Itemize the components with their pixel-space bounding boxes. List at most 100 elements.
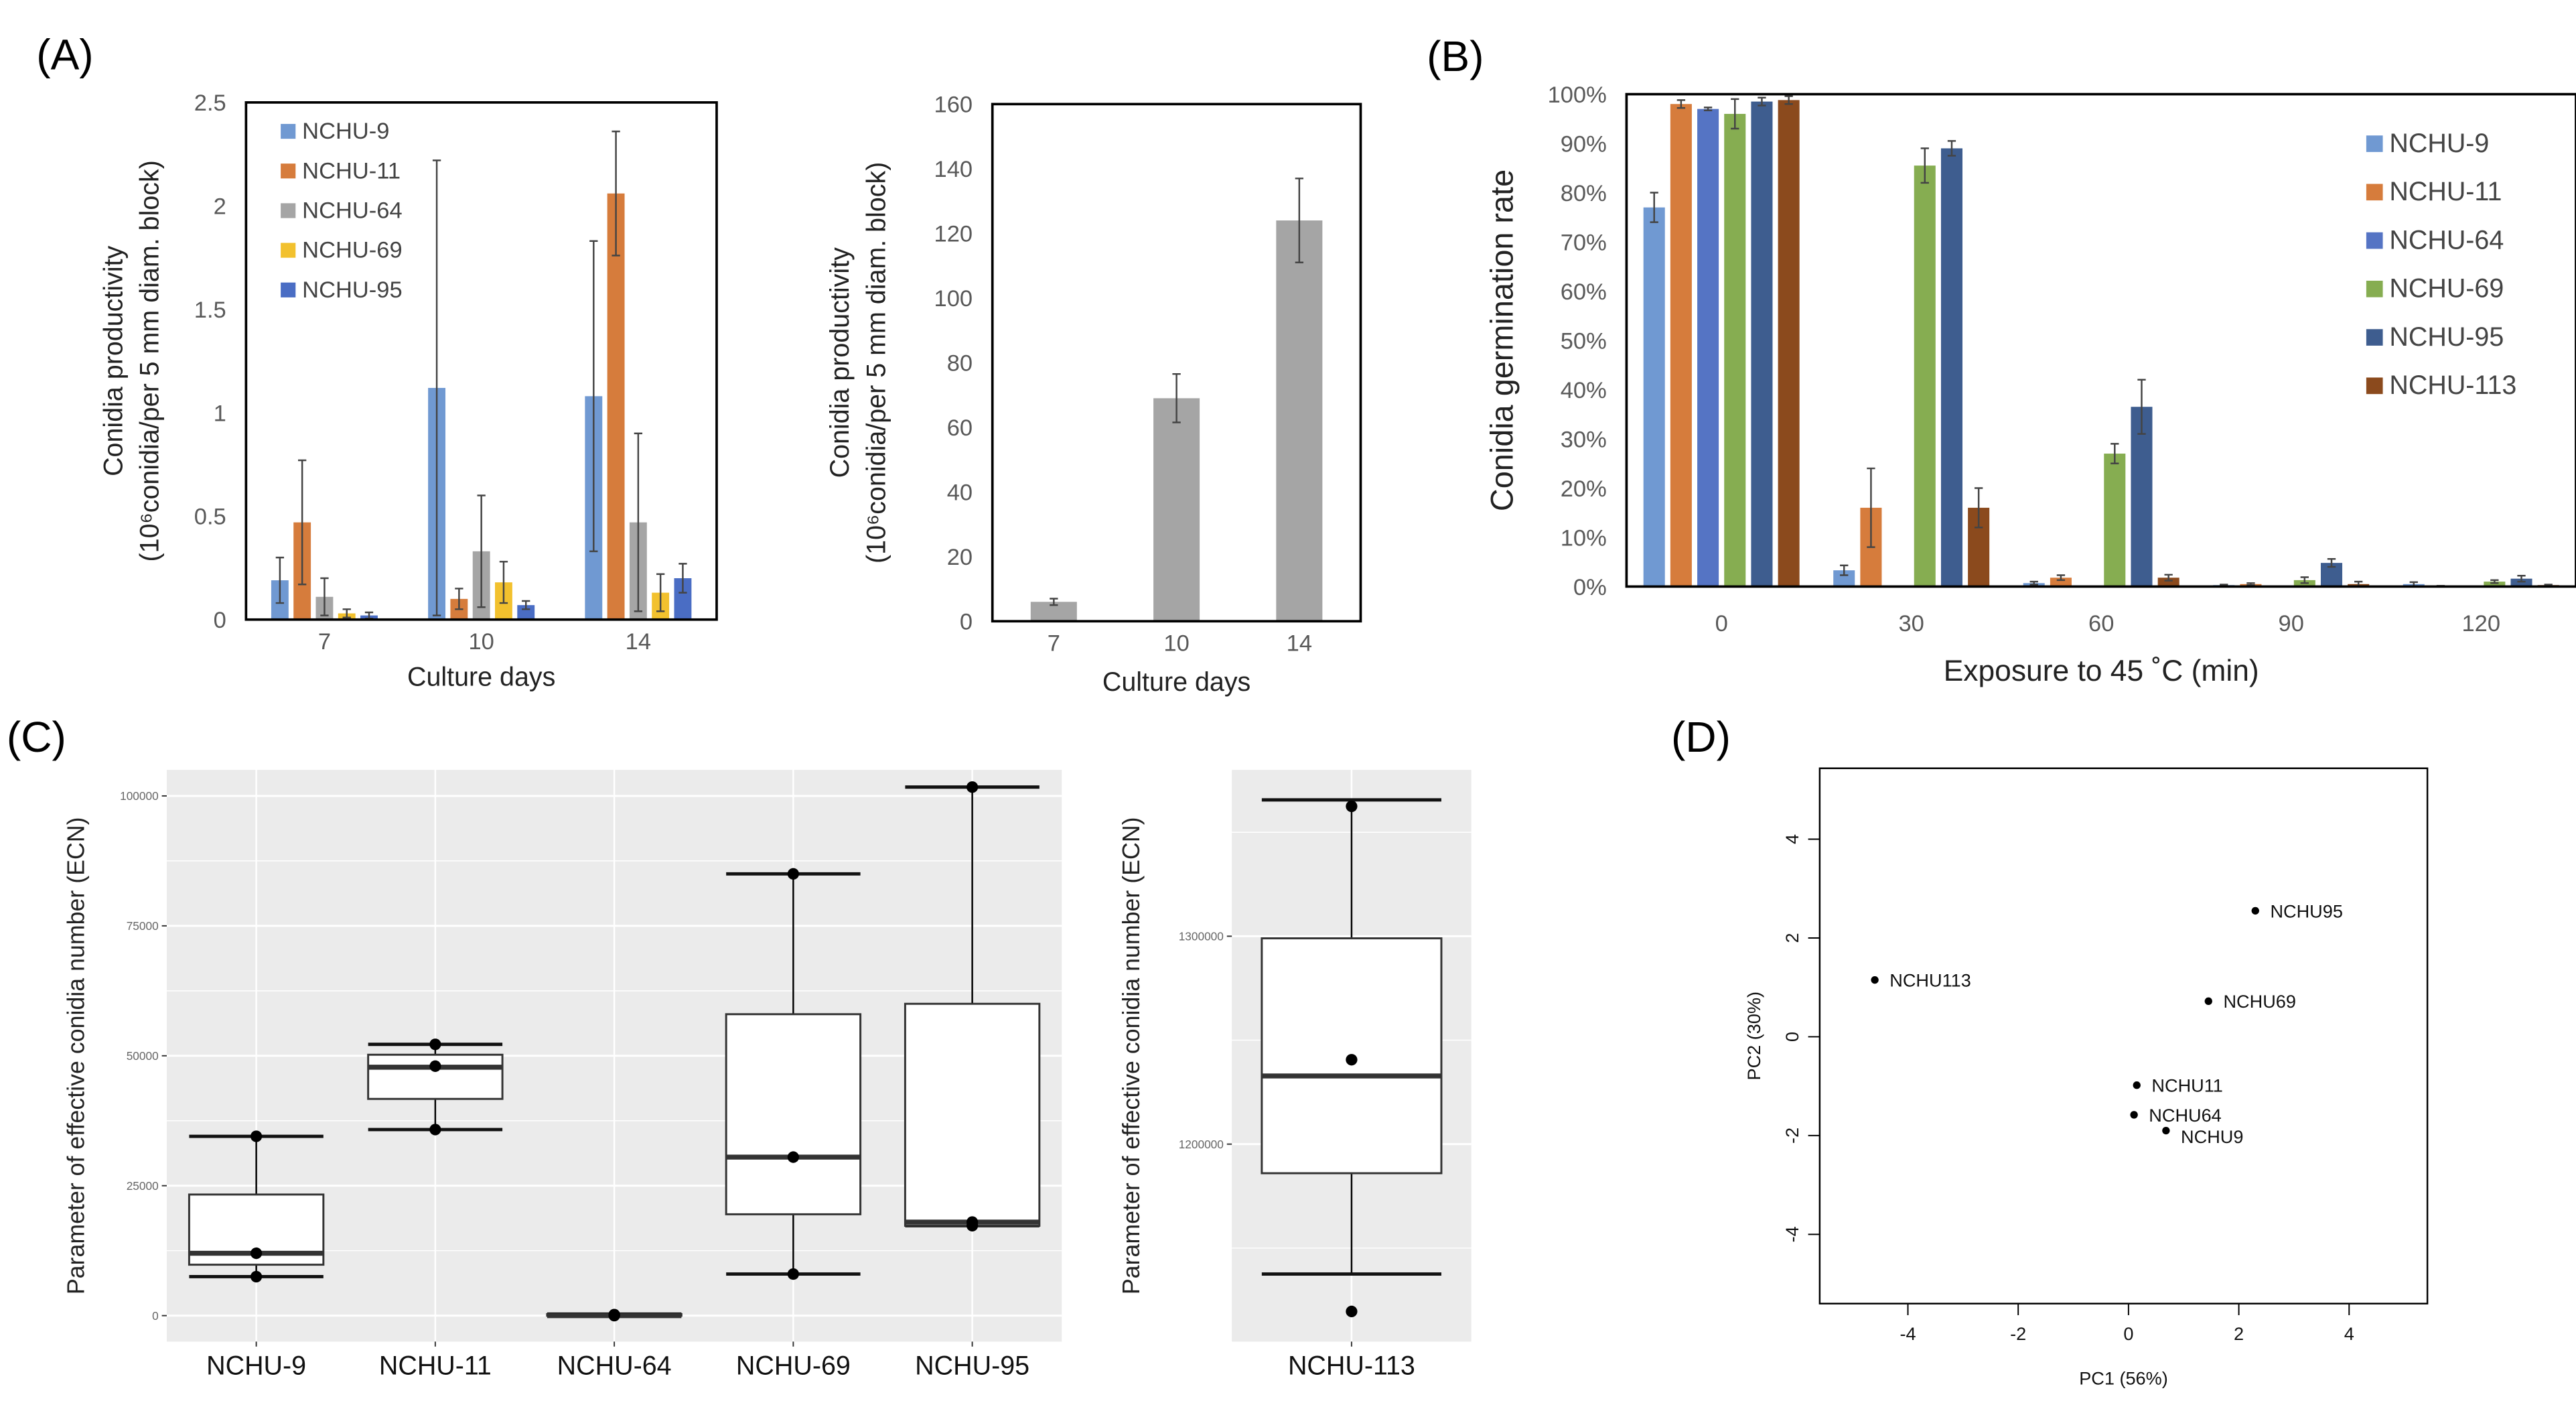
y-tick-label: 0 bbox=[152, 1309, 159, 1323]
bar-NCHU-69-30 bbox=[1914, 165, 1936, 587]
y-tick-label: 100 bbox=[934, 286, 973, 312]
x-tick-label: 4 bbox=[2344, 1323, 2354, 1344]
y-tick-label: 1.5 bbox=[194, 297, 226, 323]
legend-label: NCHU-11 bbox=[2389, 177, 2502, 206]
error-bar bbox=[1650, 192, 1658, 223]
x-tick-label: NCHU-9 bbox=[206, 1351, 306, 1381]
error-bar bbox=[1676, 99, 1686, 109]
bar-NCHU-95-30 bbox=[1940, 148, 1962, 587]
legend-label: NCHU-64 bbox=[302, 198, 403, 224]
x-tick-label: NCHU-11 bbox=[379, 1351, 492, 1381]
legend-label: NCHU-69 bbox=[302, 238, 403, 263]
error-bar bbox=[2327, 558, 2336, 568]
error-bar bbox=[522, 600, 530, 610]
data-point bbox=[966, 1216, 979, 1228]
legend-swatch-NCHU-95 bbox=[2366, 329, 2383, 346]
chart-A2: 0 20 40 60 80 100 120 140 160 7 10 14 Conidia produc… bbox=[825, 92, 1362, 697]
point-label: NCHU9 bbox=[2181, 1126, 2243, 1147]
y-tick-label: 140 bbox=[934, 157, 973, 182]
error-bar bbox=[1172, 373, 1181, 423]
x-tick-label: 7 bbox=[318, 629, 331, 655]
panel-label-a: (A) bbox=[36, 31, 93, 79]
x-tick-label: NCHU-64 bbox=[557, 1351, 672, 1381]
error-bar bbox=[2029, 580, 2038, 586]
x-tick-label: 120 bbox=[2461, 611, 2500, 636]
box-NCHU-95 bbox=[904, 1002, 1041, 1227]
error-bar bbox=[1295, 178, 1304, 263]
y-tick-label: 40 bbox=[947, 480, 973, 506]
bar-NCHU-64-0 bbox=[1697, 109, 1719, 587]
y-tick-label: 90% bbox=[1561, 131, 1607, 157]
bar-NCHU-69-60 bbox=[2104, 454, 2126, 587]
x-tick-label: -4 bbox=[1900, 1323, 1916, 1344]
y-tick-label: 0 bbox=[960, 610, 973, 635]
data-point bbox=[429, 1060, 441, 1072]
legend-swatch-NCHU-95 bbox=[281, 282, 296, 297]
panel-label-c: (C) bbox=[7, 713, 66, 761]
data-point-NCHU95 bbox=[2251, 906, 2259, 915]
error-bar bbox=[275, 556, 285, 604]
y-tick-label: 50000 bbox=[127, 1049, 159, 1063]
bar-NCHU-113-10 bbox=[1153, 398, 1200, 622]
x-tick-label: NCHU-95 bbox=[915, 1351, 1029, 1381]
y-tick-label: 1200000 bbox=[1179, 1138, 1224, 1151]
error-bar bbox=[1731, 98, 1739, 130]
y-tick-label: 40% bbox=[1561, 378, 1607, 403]
data-point bbox=[250, 1247, 263, 1260]
error-bar bbox=[1703, 107, 1713, 112]
bar-NCHU-113-0 bbox=[1778, 100, 1800, 587]
chart-A1: 0 0.5 1 1.5 2 2.5 7 10 14 Conidia productivity (10… bbox=[98, 90, 718, 691]
data-point-NCHU64 bbox=[2130, 1111, 2138, 1119]
data-point-NCHU9 bbox=[2162, 1126, 2170, 1135]
y-tick-label: 100000 bbox=[120, 789, 159, 803]
y-tick-label: 75000 bbox=[127, 919, 159, 933]
legend-label: NCHU-9 bbox=[2389, 129, 2489, 158]
point-label: NCHU95 bbox=[2270, 900, 2342, 921]
panel-label-d: (D) bbox=[1671, 713, 1731, 761]
y-tick-label: 0% bbox=[1573, 575, 1607, 600]
y-axis-label: Parameter of effective conidia number (E… bbox=[63, 817, 90, 1294]
bar-NCHU-95-120 bbox=[2510, 578, 2532, 587]
data-point bbox=[429, 1038, 441, 1051]
error-bar bbox=[1867, 467, 1875, 548]
chart-B: 0% 10% 20% 30% 40% 50% 60% 70% 80% 90% 100% 0 30 60 90… bbox=[1484, 82, 2576, 687]
chart-C1: 0 25000 50000 75000 100000 NCHU-9 NCHU-11 NCHU-… bbox=[63, 770, 1062, 1381]
panel-label-b: (B) bbox=[1427, 32, 1484, 80]
y-tick-label: 25000 bbox=[127, 1179, 159, 1193]
y-tick-label: 1300000 bbox=[1179, 930, 1224, 943]
y-tick-label: 0 bbox=[214, 608, 226, 633]
y-tick-label: 20 bbox=[947, 545, 973, 570]
y-tick-label: 160 bbox=[934, 92, 973, 118]
box-NCHU-69 bbox=[725, 1013, 862, 1215]
legend-swatch-NCHU-69 bbox=[281, 243, 296, 258]
x-tick-label: 10 bbox=[1163, 631, 1189, 657]
error-bar bbox=[656, 573, 665, 612]
chart-C2: 1200000 1300000 NCHU-113 Parameter of effec… bbox=[1118, 770, 1472, 1381]
bar-NCHU-113-14 bbox=[1276, 220, 1323, 622]
error-bar bbox=[589, 240, 598, 553]
error-bar bbox=[1974, 487, 1983, 529]
x-tick-label: 14 bbox=[1287, 631, 1312, 657]
error-bar bbox=[634, 432, 643, 612]
error-bar bbox=[499, 561, 508, 604]
error-bar bbox=[432, 159, 441, 616]
x-axis-label: Culture days bbox=[1102, 667, 1250, 697]
error-bar bbox=[1920, 147, 1929, 184]
error-bar bbox=[2517, 575, 2526, 583]
error-bar bbox=[2300, 576, 2309, 584]
y-tick-label: 100% bbox=[1548, 82, 1607, 108]
bar-NCHU-69-120 bbox=[2484, 582, 2506, 587]
legend-label: NCHU-95 bbox=[302, 277, 403, 303]
y-tick-label: 0.5 bbox=[194, 505, 226, 530]
bar-NCHU-113-60 bbox=[2157, 578, 2179, 587]
y-axis-label: Conidia productivity bbox=[98, 245, 128, 476]
legend-label: NCHU-113 bbox=[2389, 371, 2516, 400]
point-label: NCHU69 bbox=[2223, 991, 2295, 1012]
legend-swatch-NCHU-113 bbox=[2366, 377, 2383, 395]
legend-label: NCHU-9 bbox=[302, 119, 389, 144]
y-axis-label: Parameter of effective conidia number (E… bbox=[1118, 817, 1145, 1294]
y-axis-label: Conidia productivity bbox=[825, 247, 855, 478]
error-bar bbox=[2246, 582, 2255, 586]
error-bar bbox=[2164, 574, 2173, 582]
